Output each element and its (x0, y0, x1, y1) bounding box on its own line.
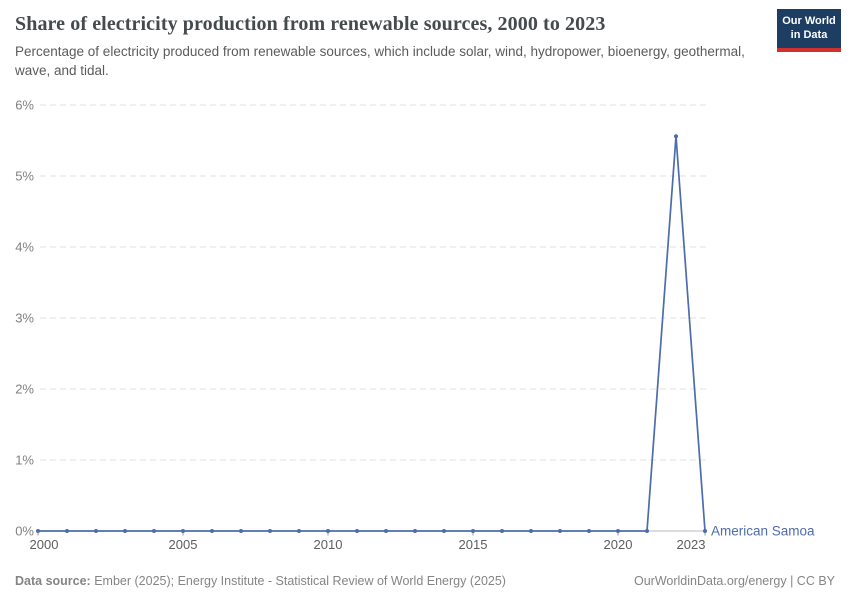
license-note: OurWorldinData.org/energy | CC BY (633, 574, 835, 588)
data-point[interactable] (558, 529, 562, 533)
owid-logo-line2: in Data (790, 28, 828, 41)
series-line (37, 135, 706, 532)
chart-title: Share of electricity production from ren… (15, 13, 606, 35)
data-point[interactable] (36, 529, 40, 533)
data-point[interactable] (645, 529, 649, 533)
data-point[interactable] (181, 529, 185, 533)
chart-header: Share of electricity production from ren… (15, 12, 835, 80)
data-point[interactable] (152, 529, 156, 533)
data-point[interactable] (500, 529, 504, 533)
data-point[interactable] (703, 529, 707, 533)
data-point[interactable] (442, 529, 446, 533)
data-point[interactable] (471, 529, 475, 533)
x-tick-label: 2020 (604, 537, 633, 552)
data-point[interactable] (587, 529, 591, 533)
data-source-text: Ember (2025); Energy Institute - Statist… (94, 574, 506, 588)
data-point[interactable] (210, 529, 214, 533)
data-point[interactable] (239, 529, 243, 533)
data-point[interactable] (384, 529, 388, 533)
data-point[interactable] (616, 529, 620, 533)
x-tick-label: 2023 (677, 537, 706, 552)
entity-label[interactable]: American Samoa (711, 524, 815, 539)
data-point[interactable] (297, 529, 301, 533)
data-source-note: Data source: Ember (2025); Energy Instit… (15, 574, 506, 588)
x-tick-label: 2000 (30, 537, 59, 552)
data-point[interactable] (326, 529, 330, 533)
owid-logo-line1: Our World (782, 15, 836, 27)
data-point[interactable] (529, 529, 533, 533)
data-point[interactable] (65, 529, 69, 533)
y-tick-label: 3% (15, 311, 34, 326)
data-point[interactable] (94, 529, 98, 533)
data-point[interactable] (268, 529, 272, 533)
y-tick-label: 2% (15, 382, 34, 397)
y-tick-label: 0% (15, 524, 34, 539)
data-point[interactable] (674, 134, 678, 139)
x-tick-label: 2010 (314, 537, 343, 552)
x-tick-label: 2005 (169, 537, 198, 552)
y-tick-label: 4% (15, 240, 34, 255)
data-point[interactable] (355, 529, 359, 533)
y-tick-label: 1% (15, 453, 34, 468)
data-point[interactable] (413, 529, 417, 533)
data-point[interactable] (123, 529, 127, 533)
y-tick-label: 6% (15, 98, 34, 113)
owid-logo[interactable]: Our World in Data (777, 9, 841, 52)
x-tick-label: 2015 (459, 537, 488, 552)
chart-subtitle: Percentage of electricity produced from … (15, 44, 745, 78)
data-source-label: Data source: (15, 574, 91, 588)
y-tick-label: 5% (15, 169, 34, 184)
chart-footer: Data source: Ember (2025); Energy Instit… (15, 574, 835, 588)
